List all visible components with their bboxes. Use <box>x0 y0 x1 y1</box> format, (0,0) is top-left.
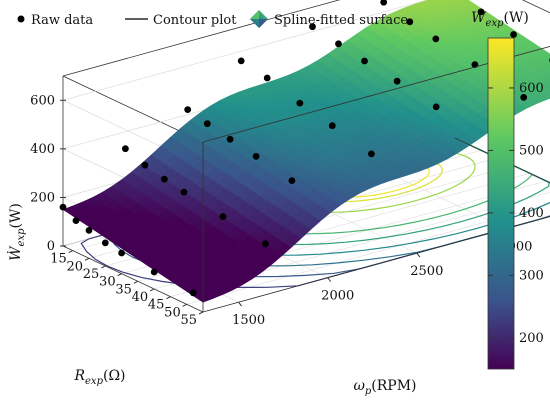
z-tick-label: 0 <box>47 239 55 254</box>
y-tick-mark <box>101 265 106 269</box>
raw-data-point <box>328 122 336 130</box>
y-tick-mark <box>84 257 90 261</box>
z-tick-label: 200 <box>30 190 55 205</box>
y-tick-label: 50 <box>164 305 181 320</box>
y-tick-mark <box>166 296 171 300</box>
raw-data-point <box>180 188 188 196</box>
colorbar-tick-label: 200 <box>519 331 544 346</box>
y-tick-label: 20 <box>66 259 83 274</box>
z-axis-unit: (W) <box>8 203 24 228</box>
z-axis-subscript: exp <box>16 228 27 247</box>
raw-data-point <box>226 135 234 143</box>
x-tick-mark <box>416 252 421 258</box>
x-axis-unit: (RPM) <box>371 378 416 394</box>
y-tick-mark <box>117 273 122 277</box>
spline-fitted-surface <box>62 0 550 303</box>
raw-data-point <box>368 150 375 158</box>
y-axis-label: Rexp(Ω) <box>73 368 125 387</box>
colorbar-unit: (W) <box>504 10 529 26</box>
axes-box-front <box>62 45 550 313</box>
y-tick-label: 55 <box>180 313 197 328</box>
raw-data-point <box>122 145 129 153</box>
raw-data-point <box>477 8 485 16</box>
z-axis-label: Ẇexp(W) <box>6 203 27 261</box>
raw-data-point <box>262 240 269 248</box>
z-tick-label: 400 <box>30 142 55 157</box>
raw-data-point <box>309 23 316 31</box>
legend: Raw data Contour plot Spline-fitted surf… <box>17 10 408 28</box>
colorbar-tick-label: 600 <box>519 81 544 96</box>
legend-contour-label: Contour plot <box>153 13 237 28</box>
raw-data-point <box>150 268 158 276</box>
raw-data-point <box>432 35 440 43</box>
raw-data-point <box>252 153 260 160</box>
colorbar-ticks: 200 300 400 500 600 <box>488 81 544 346</box>
x-tick-mark <box>238 301 243 307</box>
raw-data-point <box>203 120 211 128</box>
raw-data-point <box>219 213 227 221</box>
raw-data-point <box>406 18 414 26</box>
y-axis-symbol: R <box>73 368 85 384</box>
raw-data-points <box>59 0 550 297</box>
raw-data-point <box>380 0 388 6</box>
raw-data-point <box>237 57 245 65</box>
y-axis-unit: (Ω) <box>103 368 126 384</box>
x-tick-label: 2000 <box>321 289 354 304</box>
x-axis-symbol: ω <box>353 378 365 394</box>
y-tick-label: 40 <box>132 290 149 305</box>
raw-data-point <box>393 77 401 85</box>
y-tick-label: 25 <box>83 267 100 282</box>
legend-raw-data-label: Raw data <box>31 13 93 28</box>
raw-data-point <box>161 175 168 183</box>
colorbar: Ẇexp(W) 200 300 400 500 600 <box>471 8 544 370</box>
raw-data-point <box>432 103 440 111</box>
raw-data-point <box>263 74 271 82</box>
y-tick-mark <box>133 280 139 284</box>
z-axis-symbol: Ẇ <box>6 245 24 261</box>
z-tick-label: 600 <box>30 93 55 108</box>
legend-raw-data-marker <box>17 15 25 23</box>
y-axis-subscript: exp <box>85 376 104 387</box>
raw-data-point <box>101 239 109 247</box>
raw-data-point <box>335 40 342 48</box>
x-tick-label: 2500 <box>410 264 443 279</box>
y-tick-mark <box>149 288 155 292</box>
y-tick-label: 45 <box>148 298 165 313</box>
y-tick-mark <box>198 311 204 315</box>
colorbar-tick-label: 400 <box>519 206 544 221</box>
x-axis-label: ωp(RPM) <box>353 378 416 397</box>
x-tick-mark <box>327 277 332 282</box>
raw-data-point <box>361 57 368 65</box>
colorbar-symbol: Ẇ <box>471 8 487 26</box>
raw-data-point <box>118 249 125 257</box>
y-tick-mark <box>68 250 73 254</box>
legend-surface-label: Spline-fitted surface <box>274 13 408 28</box>
raw-data-point <box>59 203 67 211</box>
y-tick-label: 15 <box>50 252 67 267</box>
colorbar-tick-label: 300 <box>519 268 544 283</box>
raw-data-point <box>510 31 517 38</box>
colorbar-subscript: exp <box>486 18 505 29</box>
colorbar-tick-label: 500 <box>519 143 544 158</box>
raw-data-point <box>520 94 528 101</box>
raw-data-point <box>288 177 296 185</box>
raw-data-point <box>296 99 304 107</box>
raw-data-point <box>184 106 192 113</box>
colorbar-gradient <box>487 37 515 370</box>
raw-data-point <box>141 161 149 169</box>
y-tick-label: 35 <box>115 282 132 297</box>
z-axis-ticks: 0 200 400 600 <box>30 93 66 254</box>
y-tick-label: 30 <box>99 275 116 290</box>
y-tick-mark <box>182 303 187 307</box>
raw-data-point <box>85 227 93 234</box>
legend-surface-swatch <box>250 10 268 28</box>
raw-data-point <box>189 289 197 297</box>
raw-data-point <box>72 217 80 225</box>
colorbar-title: Ẇexp(W) <box>471 8 529 29</box>
x-tick-label: 1500 <box>232 313 265 328</box>
x-axis-subscript: p <box>365 386 372 397</box>
